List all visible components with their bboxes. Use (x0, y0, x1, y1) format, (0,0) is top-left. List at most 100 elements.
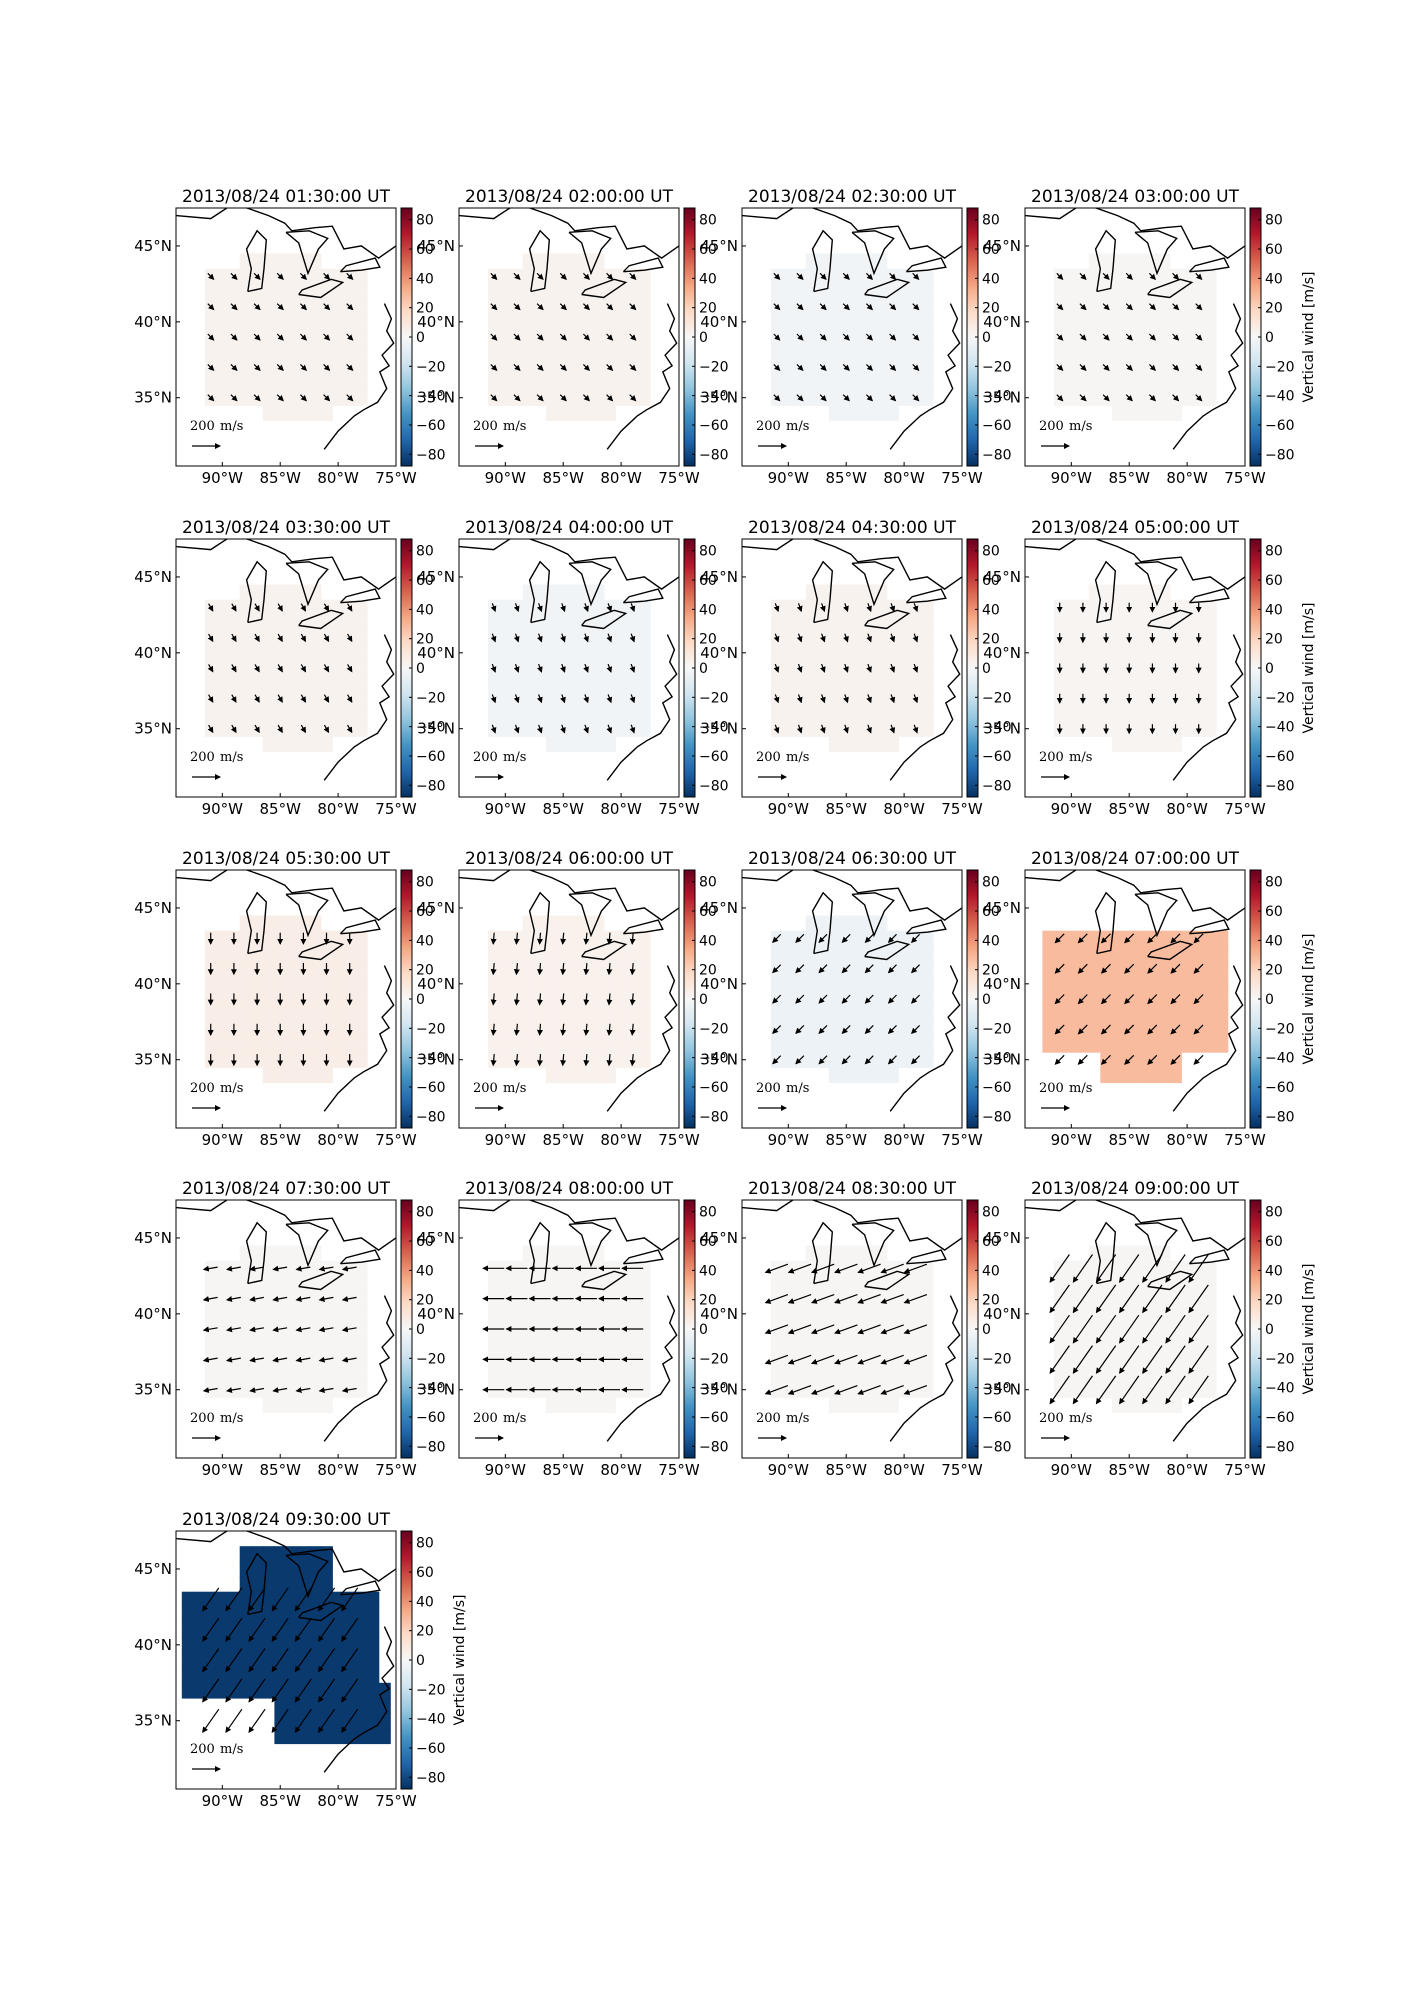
colorbar-tick-label: 40 (416, 271, 434, 287)
wind-arrow (787, 1354, 812, 1365)
wind-arrow (1095, 1254, 1117, 1283)
vertical-wind-cell (603, 675, 616, 692)
wind-arrow (818, 1024, 828, 1035)
wind-arrow (819, 394, 827, 402)
scale-key-unit: m/s (1069, 419, 1092, 434)
wind-arrow (294, 1678, 312, 1703)
coastline (1147, 609, 1194, 630)
wind-arrow (889, 272, 897, 281)
lon-tick-label: 80°W (883, 1461, 925, 1479)
vertical-wind-cell (863, 374, 876, 391)
vertical-wind-cell (332, 614, 345, 631)
vertical-wind-cell (1088, 359, 1101, 376)
vertical-wind-cell (863, 976, 876, 992)
vertical-wind-cell (1077, 1275, 1090, 1292)
vertical-wind-cell (909, 1306, 923, 1322)
vertical-wind-cell (262, 690, 275, 707)
vertical-wind-cell (817, 1306, 830, 1322)
wind-arrow (1072, 1284, 1093, 1314)
wind-arrow (1125, 394, 1133, 402)
vertical-wind-cell (898, 1291, 911, 1307)
coastline (285, 892, 329, 938)
vertical-wind-cell (286, 283, 299, 300)
vertical-wind-cell (216, 991, 229, 1008)
wind-arrow (1193, 1024, 1204, 1035)
vertical-wind-cell (499, 374, 512, 391)
vertical-wind-cell (286, 1260, 299, 1277)
wind-arrow (865, 303, 874, 311)
wind-arrow (1188, 1375, 1209, 1405)
vertical-wind-cell (499, 630, 512, 646)
scale-key-unit: m/s (503, 1411, 526, 1426)
wind-arrow (254, 633, 260, 643)
vertical-wind-cell (898, 329, 911, 346)
lat-tick-label: 40°N (983, 644, 1021, 662)
colorbar-tick-label: −60 (1265, 749, 1295, 765)
colorbar-tick-label: −80 (982, 447, 1012, 463)
wind-arrow (773, 603, 780, 613)
vertical-wind-cell (1042, 945, 1055, 962)
lon-tick-label: 90°W (202, 1792, 244, 1810)
vertical-wind-cell (487, 976, 501, 992)
map-content (1025, 1200, 1245, 1442)
vertical-wind-cell (1158, 991, 1171, 1008)
vertical-wind-cell (1135, 675, 1148, 692)
wind-arrow (560, 1023, 567, 1036)
vertical-wind-cell (898, 299, 911, 315)
colorbar-tick-label: −80 (1265, 1109, 1295, 1125)
vertical-wind-cell (863, 1336, 876, 1353)
wind-arrow (1100, 933, 1111, 944)
vertical-wind-cell (852, 945, 865, 962)
vertical-wind-cell (309, 1591, 322, 1608)
lon-tick-label: 75°W (658, 1131, 700, 1149)
vertical-wind-cell (487, 1336, 501, 1353)
vertical-wind-cell (805, 1336, 818, 1353)
colorbar-tick-label: −80 (1265, 778, 1295, 794)
vertical-wind-cell (1146, 1275, 1159, 1292)
vertical-wind-cell (1169, 645, 1182, 661)
vertical-wind-cell (1181, 359, 1194, 376)
wind-arrow (295, 1387, 311, 1393)
wind-arrow (834, 1294, 858, 1304)
wind-arrow (323, 694, 330, 703)
wind-arrow (1125, 363, 1133, 372)
vertical-wind-cell (1158, 721, 1171, 737)
wind-arrow (207, 394, 215, 402)
vertical-wind-cell (332, 1713, 345, 1729)
vertical-wind-cell (615, 1275, 628, 1292)
lon-tick-label: 90°W (1051, 800, 1093, 818)
vertical-wind-cell (286, 390, 299, 406)
wind-arrow (1142, 1254, 1163, 1283)
wind-arrow (912, 694, 919, 704)
wind-arrow (323, 363, 331, 372)
vertical-wind-cell (262, 961, 275, 977)
vertical-wind-cell (355, 268, 368, 285)
lon-tick-label: 85°W (825, 1461, 867, 1479)
vertical-wind-cell (274, 1546, 287, 1562)
vertical-wind-cell (770, 1366, 784, 1383)
lon-tick-label: 80°W (317, 469, 359, 487)
vertical-wind-cell (852, 599, 865, 616)
lon-tick-label: 75°W (375, 1131, 417, 1149)
wind-arrow (629, 963, 636, 976)
vertical-wind-cell (274, 1397, 287, 1414)
colorbar-tick-label: 40 (1265, 271, 1283, 287)
wind-arrow (1193, 963, 1204, 974)
colorbar-tick-label: −40 (982, 1051, 1012, 1067)
vertical-wind-cell (181, 1667, 194, 1684)
vertical-wind-cell (921, 690, 934, 707)
vertical-wind-cell (204, 374, 218, 391)
vertical-wind-cell (863, 1397, 876, 1414)
vertical-wind-cell (875, 1021, 888, 1038)
vertical-wind-cell (239, 390, 252, 406)
vertical-wind-cell (615, 314, 628, 330)
vertical-wind-cell (216, 690, 229, 707)
vertical-wind-cell (1111, 945, 1124, 962)
vertical-wind-cell (875, 1397, 888, 1414)
vertical-wind-cell (297, 374, 310, 391)
wind-arrow (1125, 303, 1133, 311)
map-content (176, 870, 396, 1112)
vertical-wind-cell (343, 1637, 357, 1653)
lon-tick-label: 75°W (941, 1461, 983, 1479)
